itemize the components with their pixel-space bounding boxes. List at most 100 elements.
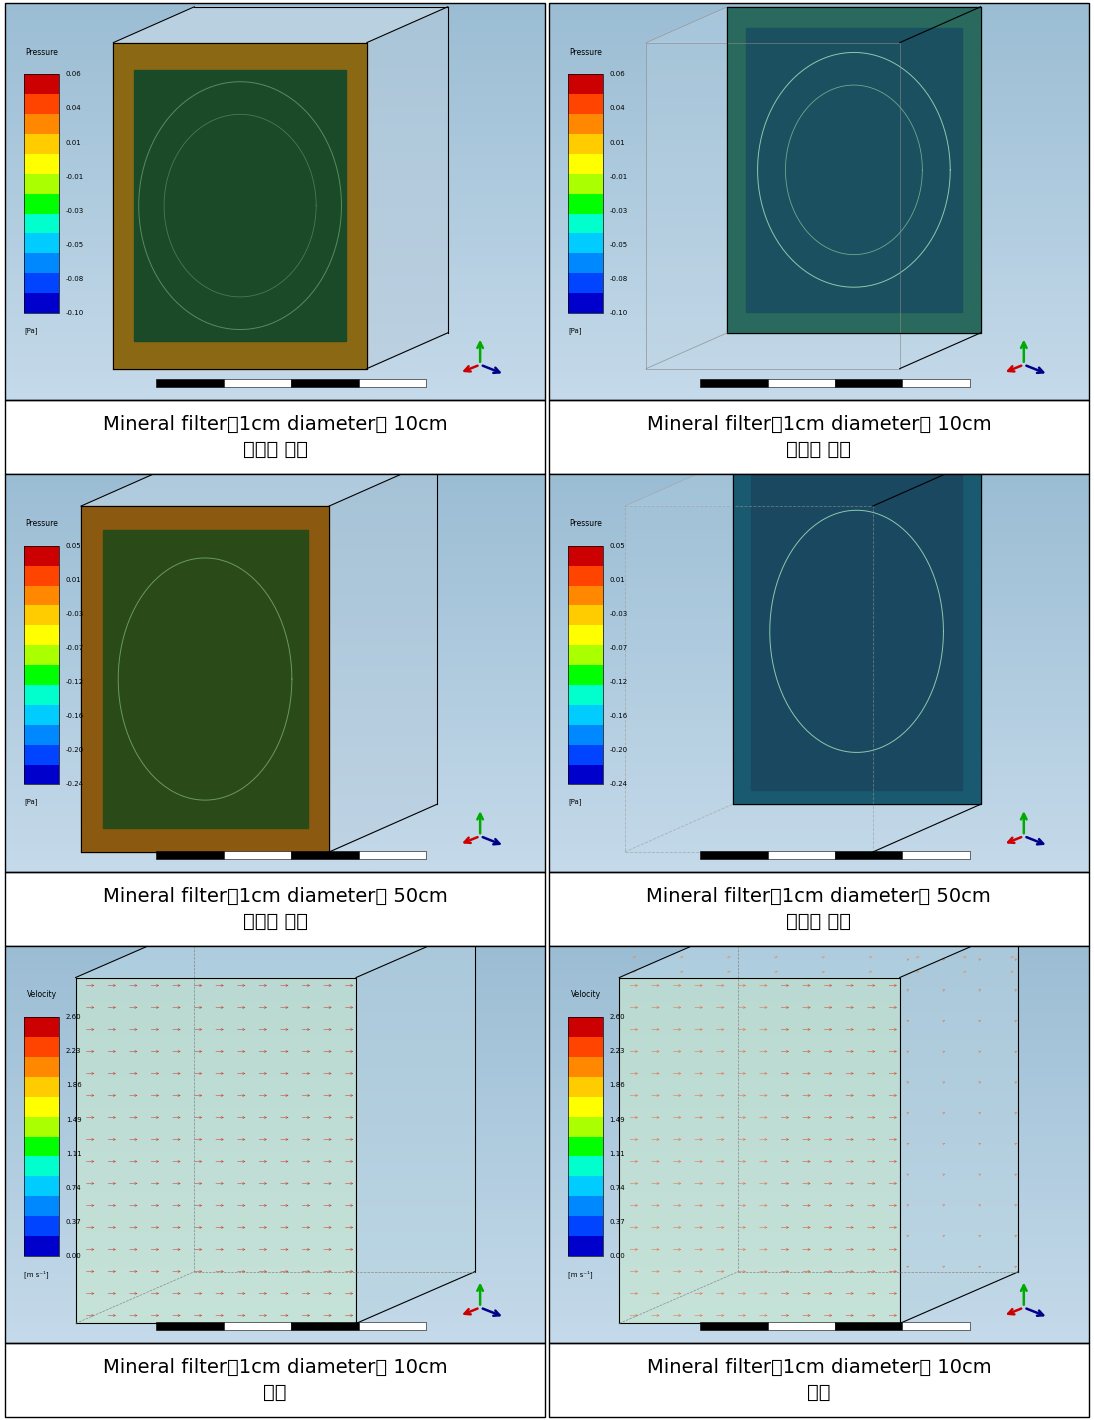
Bar	[568, 1096, 603, 1116]
Bar	[24, 625, 59, 645]
Bar	[568, 1116, 603, 1136]
Polygon shape	[366, 7, 447, 369]
Bar	[291, 1322, 359, 1331]
Polygon shape	[329, 459, 437, 852]
Text: -0.12: -0.12	[66, 679, 84, 686]
Bar	[568, 665, 603, 684]
Bar	[568, 645, 603, 665]
Text: -0.07: -0.07	[66, 645, 84, 652]
Bar	[24, 233, 59, 253]
Bar	[24, 1235, 59, 1255]
Text: 0.01: 0.01	[609, 577, 626, 584]
Bar	[291, 379, 359, 388]
Text: -0.03: -0.03	[609, 207, 628, 214]
Bar	[24, 193, 59, 213]
Text: [Pa]: [Pa]	[568, 798, 582, 805]
Bar	[24, 585, 59, 605]
Polygon shape	[625, 459, 980, 506]
Text: -0.05: -0.05	[66, 241, 84, 248]
Text: Mineral filter（1cm diameter） 50cm
후단부 압력: Mineral filter（1cm diameter） 50cm 후단부 압력	[647, 888, 991, 930]
Bar	[568, 764, 603, 784]
Bar	[568, 233, 603, 253]
Bar	[568, 1037, 603, 1056]
Text: -0.01: -0.01	[66, 173, 84, 180]
Text: 1.86: 1.86	[66, 1082, 82, 1089]
Bar	[568, 545, 603, 784]
Text: -0.01: -0.01	[609, 173, 628, 180]
Polygon shape	[619, 977, 899, 1323]
Text: Pressure: Pressure	[569, 47, 602, 57]
Bar	[24, 1056, 59, 1076]
Bar	[224, 379, 291, 388]
Text: 0.05: 0.05	[66, 542, 82, 550]
Text: -0.03: -0.03	[66, 207, 84, 214]
Bar	[24, 213, 59, 233]
Text: -0.08: -0.08	[609, 275, 628, 283]
Bar	[568, 1017, 603, 1037]
Bar	[568, 1076, 603, 1096]
Text: 0.37: 0.37	[66, 1218, 82, 1225]
Bar	[568, 173, 603, 193]
Bar	[568, 253, 603, 273]
Bar	[568, 1156, 603, 1176]
Bar	[568, 1235, 603, 1255]
Polygon shape	[647, 7, 980, 43]
Polygon shape	[619, 926, 1019, 977]
Bar	[24, 153, 59, 173]
Text: Mineral filter（1cm diameter） 10cm
풍속: Mineral filter（1cm diameter） 10cm 풍속	[647, 1359, 991, 1402]
Bar	[24, 1017, 59, 1255]
Bar	[359, 1322, 427, 1331]
Text: 0.05: 0.05	[609, 542, 625, 550]
Polygon shape	[899, 926, 1019, 1323]
Bar	[568, 114, 603, 133]
Text: [m s⁻¹]: [m s⁻¹]	[24, 1269, 49, 1278]
Bar	[568, 273, 603, 293]
Bar	[568, 193, 603, 213]
Text: -0.08: -0.08	[66, 275, 84, 283]
Bar	[24, 273, 59, 293]
Bar	[568, 1056, 603, 1076]
Bar	[24, 1196, 59, 1216]
Text: [m s⁻¹]: [m s⁻¹]	[568, 1269, 593, 1278]
Bar	[568, 1017, 603, 1255]
Bar	[24, 1096, 59, 1116]
Text: 0.01: 0.01	[66, 577, 82, 584]
Text: 0.01: 0.01	[609, 139, 626, 146]
Text: 0.74: 0.74	[609, 1184, 625, 1191]
Polygon shape	[752, 473, 962, 791]
Text: Mineral filter（1cm diameter） 50cm
전단부 압력: Mineral filter（1cm diameter） 50cm 전단부 압력	[103, 888, 447, 930]
Text: Pressure: Pressure	[569, 518, 602, 528]
Bar	[568, 1136, 603, 1156]
Bar	[24, 1176, 59, 1196]
Text: [Pa]: [Pa]	[24, 327, 38, 334]
Bar	[568, 704, 603, 724]
Text: -0.10: -0.10	[609, 310, 628, 317]
Bar	[24, 665, 59, 684]
Polygon shape	[625, 506, 873, 852]
Bar	[768, 1322, 835, 1331]
Bar	[568, 744, 603, 764]
Bar	[835, 851, 903, 859]
Bar	[24, 293, 59, 312]
Bar	[24, 173, 59, 193]
Bar	[156, 851, 224, 859]
Bar	[24, 114, 59, 133]
Text: 0.06: 0.06	[66, 71, 82, 78]
Polygon shape	[75, 977, 356, 1323]
Text: 1.49: 1.49	[66, 1116, 82, 1123]
Text: Velocity: Velocity	[27, 990, 57, 1000]
Polygon shape	[103, 530, 307, 828]
Bar	[24, 1037, 59, 1056]
Text: 1.86: 1.86	[609, 1082, 626, 1089]
Bar	[359, 379, 427, 388]
Polygon shape	[81, 459, 437, 506]
Bar	[24, 684, 59, 704]
Bar	[24, 545, 59, 784]
Polygon shape	[75, 926, 475, 977]
Bar	[24, 133, 59, 153]
Bar	[156, 379, 224, 388]
Text: 0.04: 0.04	[66, 105, 82, 112]
Bar	[568, 605, 603, 625]
Text: 0.74: 0.74	[66, 1184, 82, 1191]
Bar	[568, 684, 603, 704]
